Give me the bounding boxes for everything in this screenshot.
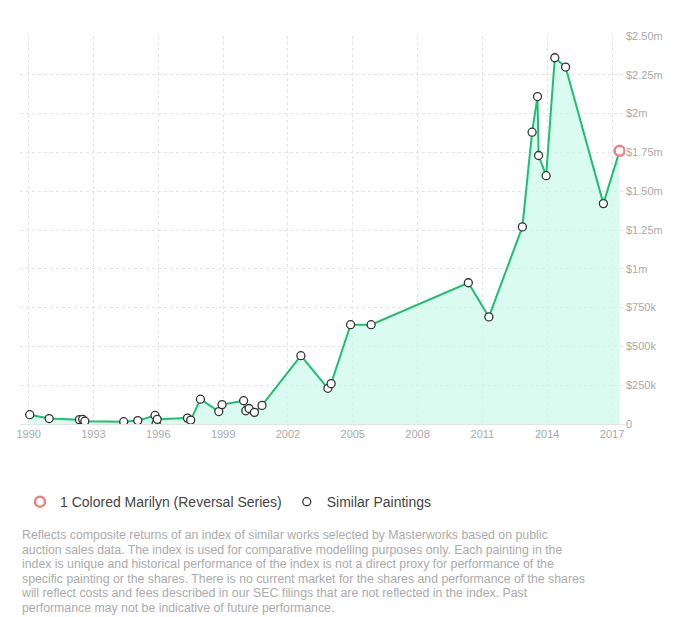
svg-text:1999: 1999 bbox=[211, 428, 235, 440]
svg-text:Similar Paintings: Similar Paintings bbox=[327, 494, 431, 510]
svg-text:$2.25m: $2.25m bbox=[626, 69, 663, 81]
html-text:will reflect costs and fees de: will reflect costs and fees described in… bbox=[22, 586, 528, 601]
svg-text:$1m: $1m bbox=[626, 263, 647, 275]
html-text:performance may not be indicat: performance may not be indicative of fut… bbox=[22, 601, 335, 615]
svg-text:2017: 2017 bbox=[600, 428, 624, 440]
svg-text:2002: 2002 bbox=[276, 428, 300, 440]
svg-text:2008: 2008 bbox=[405, 428, 429, 440]
svg-text:1993: 1993 bbox=[81, 428, 105, 440]
svg-text:2014: 2014 bbox=[535, 428, 559, 440]
svg-text:$250k: $250k bbox=[626, 379, 656, 391]
svg-text:$2.50m: $2.50m bbox=[626, 30, 663, 42]
svg-text:1990: 1990 bbox=[16, 428, 40, 440]
html-text:auction sales data. The index: auction sales data. The index is used fo… bbox=[22, 542, 563, 557]
svg-text:0: 0 bbox=[626, 418, 632, 430]
svg-text:$500k: $500k bbox=[626, 340, 656, 352]
svg-text:$2m: $2m bbox=[626, 107, 647, 119]
html-text:specific painting or the share: specific painting or the shares. There i… bbox=[22, 571, 585, 586]
svg-text:2011: 2011 bbox=[471, 428, 495, 440]
svg-text:1 Colored Marilyn (Reversal Se: 1 Colored Marilyn (Reversal Series) bbox=[60, 494, 282, 510]
svg-text:$1.25m: $1.25m bbox=[626, 224, 663, 236]
svg-text:2005: 2005 bbox=[341, 428, 365, 440]
svg-text:$750k: $750k bbox=[626, 301, 656, 313]
svg-text:$1.75m: $1.75m bbox=[626, 146, 663, 158]
html-text:Reflects composite returns of: Reflects composite returns of an index o… bbox=[22, 528, 548, 542]
svg-text:1996: 1996 bbox=[146, 428, 170, 440]
svg-text:$1.50m: $1.50m bbox=[626, 185, 663, 197]
html-text:index is unique and historical: index is unique and historical performan… bbox=[22, 557, 554, 572]
